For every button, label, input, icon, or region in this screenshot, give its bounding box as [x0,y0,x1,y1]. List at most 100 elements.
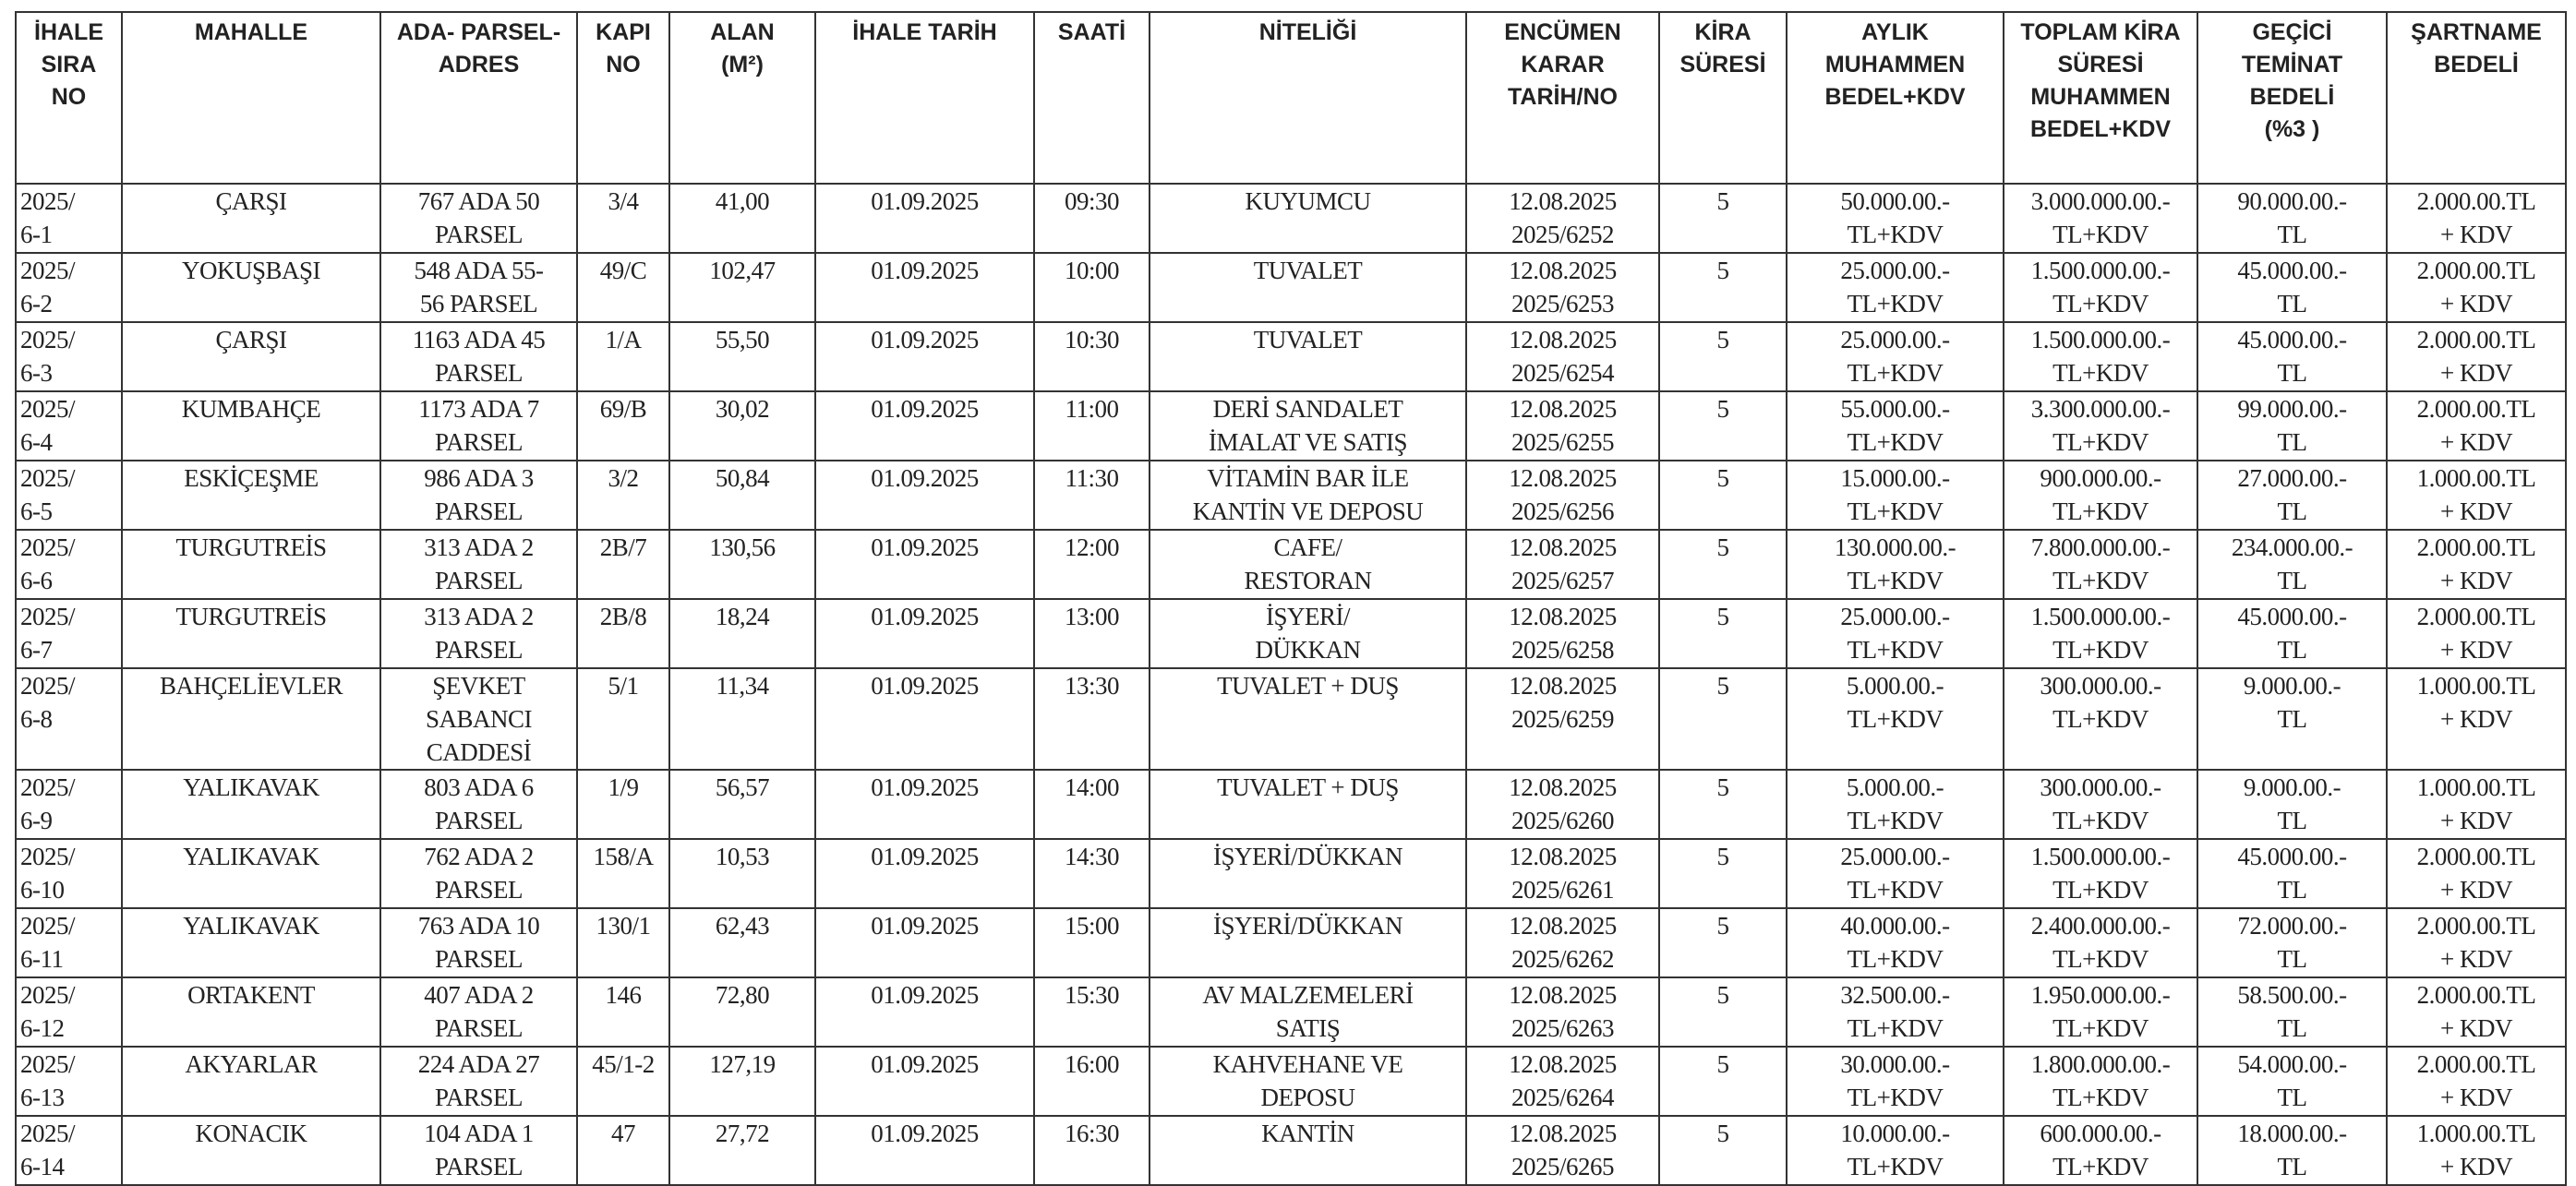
cell-aylik-bedel: 130.000.00.- TL+KDV [1786,529,2004,600]
tender-table: İHALE SIRA NO MAHALLE ADA- PARSEL- ADRES KA… [15,11,2567,1186]
cell-ada-parsel: 313 ADA 2 PARSEL [379,529,578,600]
table-row: 2025/ 6-11 YALIKAVAK 763 ADA 10 PARSEL 130/… [15,907,2567,978]
cell-mahalle: YOKUŞBAŞI [121,252,381,323]
cell-ihale-tarih: 01.09.2025 [814,460,1035,531]
cell-sartname-bedeli: 1.000.00.TL + KDV [2386,1115,2567,1186]
cell-saati: 15:30 [1033,976,1150,1048]
cell-encumen-karar: 12.08.2025 2025/6256 [1465,460,1660,531]
cell-kira-suresi: 5 [1658,667,1788,771]
cell-mahalle: YALIKAVAK [121,907,381,978]
cell-gecici-teminat: 45.000.00.- TL [2197,252,2388,323]
table-row: 2025/ 6-5 ESKİÇEŞME 986 ADA 3 PARSEL 3/2 50,… [15,460,2567,531]
cell-kira-suresi: 5 [1658,183,1788,254]
cell-toplam-bedel: 1.500.000.00.- TL+KDV [2003,838,2198,909]
cell-niteligi: CAFE/ RESTORAN [1149,529,1467,600]
cell-sartname-bedeli: 1.000.00.TL + KDV [2386,769,2567,840]
cell-aylik-bedel: 25.000.00.- TL+KDV [1786,321,2004,392]
cell-kira-suresi: 5 [1658,598,1788,669]
cell-mahalle: BAHÇELİEVLER [121,667,381,771]
cell-kapi-no: 2B/7 [576,529,670,600]
cell-toplam-bedel: 3.000.000.00.- TL+KDV [2003,183,2198,254]
cell-alan: 62,43 [668,907,816,978]
cell-saati: 09:30 [1033,183,1150,254]
cell-kapi-no: 2B/8 [576,598,670,669]
cell-toplam-bedel: 900.000.00.- TL+KDV [2003,460,2198,531]
cell-encumen-karar: 12.08.2025 2025/6262 [1465,907,1660,978]
table-row: 2025/ 6-1 ÇARŞI 767 ADA 50 PARSEL 3/4 41,00 0… [15,183,2567,254]
cell-niteligi: İŞYERİ/ DÜKKAN [1149,598,1467,669]
table-row: 2025/ 6-4 KUMBAHÇE 1173 ADA 7 PARSEL 69/B 30… [15,390,2567,461]
cell-ihale-tarih: 01.09.2025 [814,321,1035,392]
cell-encumen-karar: 12.08.2025 2025/6265 [1465,1115,1660,1186]
cell-toplam-bedel: 1.950.000.00.- TL+KDV [2003,976,2198,1048]
cell-kapi-no: 5/1 [576,667,670,771]
cell-ihale-tarih: 01.09.2025 [814,907,1035,978]
cell-kapi-no: 130/1 [576,907,670,978]
cell-kira-suresi: 5 [1658,976,1788,1048]
cell-niteligi: İŞYERİ/DÜKKAN [1149,907,1467,978]
cell-niteligi: DERİ SANDALET İMALAT VE SATIŞ [1149,390,1467,461]
cell-toplam-bedel: 300.000.00.- TL+KDV [2003,667,2198,771]
cell-alan: 27,72 [668,1115,816,1186]
cell-saati: 10:30 [1033,321,1150,392]
cell-sira-no: 2025/ 6-9 [15,769,123,840]
cell-alan: 41,00 [668,183,816,254]
cell-sartname-bedeli: 1.000.00.TL + KDV [2386,460,2567,531]
cell-ada-parsel: 763 ADA 10 PARSEL [379,907,578,978]
header-toplam-bedel: TOPLAM KİRA SÜRESİ MUHAMMEN BEDEL+KDV [2003,11,2198,185]
cell-ada-parsel: 803 ADA 6 PARSEL [379,769,578,840]
cell-saati: 12:00 [1033,529,1150,600]
cell-aylik-bedel: 15.000.00.- TL+KDV [1786,460,2004,531]
cell-ihale-tarih: 01.09.2025 [814,769,1035,840]
cell-sira-no: 2025/ 6-3 [15,321,123,392]
cell-sira-no: 2025/ 6-5 [15,460,123,531]
cell-gecici-teminat: 72.000.00.- TL [2197,907,2388,978]
cell-alan: 127,19 [668,1046,816,1117]
cell-encumen-karar: 12.08.2025 2025/6254 [1465,321,1660,392]
cell-sartname-bedeli: 2.000.00.TL + KDV [2386,252,2567,323]
table-row: 2025/ 6-9 YALIKAVAK 803 ADA 6 PARSEL 1/9 56,… [15,769,2567,840]
header-row: İHALE SIRA NO MAHALLE ADA- PARSEL- ADRES KA… [15,11,2567,185]
cell-sira-no: 2025/ 6-12 [15,976,123,1048]
cell-gecici-teminat: 9.000.00.- TL [2197,769,2388,840]
cell-toplam-bedel: 1.500.000.00.- TL+KDV [2003,321,2198,392]
cell-kira-suresi: 5 [1658,838,1788,909]
cell-ada-parsel: 548 ADA 55- 56 PARSEL [379,252,578,323]
cell-alan: 72,80 [668,976,816,1048]
cell-sira-no: 2025/ 6-10 [15,838,123,909]
header-alan: ALAN (M²) [668,11,816,185]
cell-niteligi: TUVALET + DUŞ [1149,667,1467,771]
cell-niteligi: AV MALZEMELERİ SATIŞ [1149,976,1467,1048]
cell-saati: 14:30 [1033,838,1150,909]
header-niteligi: NİTELİĞİ [1149,11,1467,185]
cell-sira-no: 2025/ 6-11 [15,907,123,978]
cell-ihale-tarih: 01.09.2025 [814,667,1035,771]
cell-kira-suresi: 5 [1658,1115,1788,1186]
table-row: 2025/ 6-14 KONACIK 104 ADA 1 PARSEL 47 27,72… [15,1115,2567,1186]
cell-ada-parsel: 767 ADA 50 PARSEL [379,183,578,254]
cell-kapi-no: 45/1-2 [576,1046,670,1117]
cell-kira-suresi: 5 [1658,390,1788,461]
cell-ada-parsel: 224 ADA 27 PARSEL [379,1046,578,1117]
cell-encumen-karar: 12.08.2025 2025/6255 [1465,390,1660,461]
cell-toplam-bedel: 1.800.000.00.- TL+KDV [2003,1046,2198,1117]
cell-encumen-karar: 12.08.2025 2025/6252 [1465,183,1660,254]
cell-mahalle: ÇARŞI [121,183,381,254]
cell-gecici-teminat: 90.000.00.- TL [2197,183,2388,254]
cell-sira-no: 2025/ 6-4 [15,390,123,461]
cell-gecici-teminat: 234.000.00.- TL [2197,529,2388,600]
cell-aylik-bedel: 25.000.00.- TL+KDV [1786,838,2004,909]
cell-saati: 10:00 [1033,252,1150,323]
cell-aylik-bedel: 5.000.00.- TL+KDV [1786,769,2004,840]
cell-mahalle: TURGUTREİS [121,598,381,669]
cell-toplam-bedel: 600.000.00.- TL+KDV [2003,1115,2198,1186]
table-row: 2025/ 6-3 ÇARŞI 1163 ADA 45 PARSEL 1/A 55,50… [15,321,2567,392]
cell-niteligi: KUYUMCU [1149,183,1467,254]
cell-encumen-karar: 12.08.2025 2025/6261 [1465,838,1660,909]
cell-aylik-bedel: 30.000.00.- TL+KDV [1786,1046,2004,1117]
cell-niteligi: TUVALET + DUŞ [1149,769,1467,840]
header-saati: SAATİ [1033,11,1150,185]
cell-kapi-no: 3/2 [576,460,670,531]
cell-kira-suresi: 5 [1658,460,1788,531]
cell-sartname-bedeli: 2.000.00.TL + KDV [2386,321,2567,392]
